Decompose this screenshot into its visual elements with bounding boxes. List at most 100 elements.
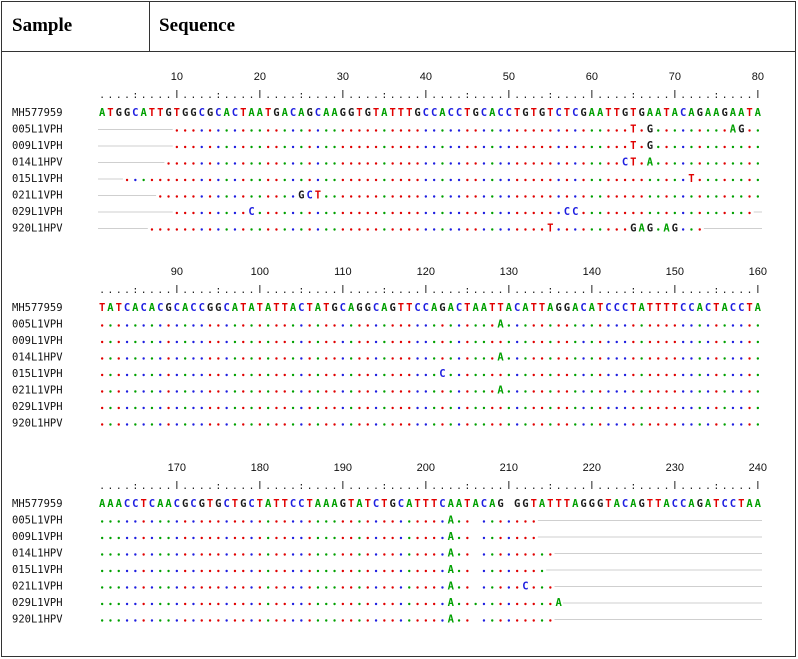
reference-base: T — [282, 302, 288, 314]
reference-base: G — [331, 302, 337, 314]
match-dot — [432, 586, 436, 589]
match-dot — [441, 520, 444, 523]
match-dot — [192, 129, 195, 132]
ruler-dot: . — [448, 90, 454, 101]
match-dot — [125, 357, 129, 360]
match-dot — [275, 228, 278, 231]
match-dot — [632, 423, 635, 426]
variant-base: C — [564, 206, 570, 218]
ruler-dot: . — [697, 481, 703, 492]
reference-base: A — [705, 107, 712, 119]
match-dot — [391, 569, 394, 573]
match-dot — [432, 553, 436, 556]
ruler-dot: . — [273, 481, 279, 492]
match-dot — [208, 228, 212, 231]
match-dot — [159, 586, 162, 589]
match-dot — [756, 406, 760, 410]
match-dot — [125, 536, 129, 540]
match-dot — [217, 178, 220, 182]
reference-base: T — [464, 302, 470, 314]
match-dot — [532, 340, 535, 344]
match-dot — [540, 178, 544, 182]
match-dot — [258, 390, 262, 393]
match-dot — [565, 373, 569, 377]
reference-base: C — [373, 302, 379, 314]
ruler-dot: . — [605, 90, 611, 101]
match-dot — [125, 553, 129, 556]
match-dot — [109, 406, 112, 410]
match-dot — [316, 536, 320, 540]
match-dot — [325, 602, 328, 606]
match-dot — [640, 373, 643, 377]
reference-base: A — [282, 107, 289, 119]
match-dot — [100, 423, 104, 426]
match-dot — [607, 423, 610, 426]
match-dot — [457, 553, 461, 556]
reference-base: G — [182, 498, 188, 510]
match-dot — [499, 373, 502, 377]
ruler-dot: . — [141, 285, 147, 296]
ruler-dot: . — [605, 285, 611, 296]
tick-label: 220 — [583, 462, 601, 474]
match-dot — [441, 619, 444, 622]
match-dot — [731, 195, 735, 198]
match-dot — [208, 178, 212, 182]
ruler-minor-tick: : — [381, 481, 387, 492]
match-dot — [731, 340, 735, 344]
match-dot — [424, 145, 428, 149]
ruler-minor-tick: : — [132, 285, 138, 296]
match-dot — [200, 357, 203, 360]
match-dot — [142, 357, 145, 360]
match-dot — [681, 373, 685, 377]
match-dot — [673, 129, 677, 132]
ruler-dot: . — [622, 285, 628, 296]
match-dot — [358, 211, 361, 215]
match-dot — [175, 211, 179, 215]
match-dot — [524, 145, 527, 149]
match-dot — [366, 553, 369, 556]
match-dot — [283, 340, 286, 344]
ruler-dot: . — [431, 285, 437, 296]
ruler-dot: . — [605, 481, 611, 492]
reference-base: C — [298, 302, 304, 314]
match-dot — [167, 536, 170, 540]
match-dot — [383, 406, 386, 410]
match-dot — [159, 406, 162, 410]
ruler-dot: . — [323, 285, 329, 296]
ruler-dot: . — [107, 285, 113, 296]
match-dot — [399, 619, 403, 622]
match-dot — [515, 536, 519, 540]
match-dot — [681, 406, 685, 410]
reference-base: G — [580, 107, 586, 119]
match-dot — [507, 536, 511, 540]
reference-base: A — [448, 498, 455, 510]
match-dot — [723, 129, 726, 132]
ruler-dot: . — [190, 90, 196, 101]
ruler-minor-tick: : — [215, 285, 221, 296]
match-dot — [374, 586, 378, 589]
match-dot — [574, 423, 577, 426]
ruler-dot: . — [481, 481, 487, 492]
reference-base: T — [489, 302, 495, 314]
ruler-dot: . — [697, 285, 703, 296]
variant-base: C — [248, 206, 254, 218]
ruler-dot: . — [556, 90, 562, 101]
match-dot — [474, 357, 477, 360]
match-dot — [316, 373, 320, 377]
match-dot — [391, 520, 394, 523]
match-dot — [316, 211, 320, 215]
match-dot — [432, 423, 436, 426]
match-dot — [715, 390, 718, 393]
match-dot — [374, 129, 378, 132]
match-dot — [424, 195, 428, 198]
match-dot — [242, 390, 245, 393]
ruler-dot: . — [647, 481, 653, 492]
match-dot — [100, 602, 104, 606]
variant-base: T — [315, 190, 321, 202]
match-dot — [374, 324, 378, 327]
match-dot — [308, 586, 311, 589]
reference-base: T — [140, 498, 146, 510]
match-dot — [524, 162, 527, 165]
match-dot — [175, 619, 179, 622]
match-dot — [399, 129, 403, 132]
